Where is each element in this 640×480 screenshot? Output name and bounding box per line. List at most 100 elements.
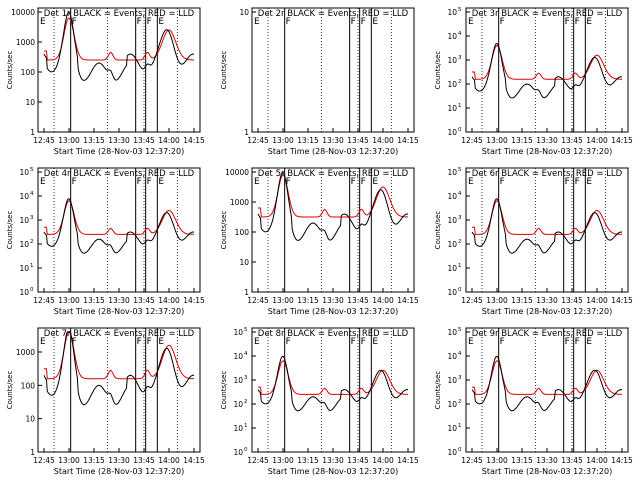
- y-tick-label: 10: [233, 376, 243, 385]
- x-tick-label: 13:30: [322, 136, 344, 145]
- x-tick-label: 13:45: [347, 136, 369, 145]
- y-axis-label: Counts/sec: [220, 211, 228, 250]
- x-tick-label: 13:30: [536, 296, 558, 305]
- y-tick-label: 10: [447, 288, 457, 297]
- series-red-lld: [44, 331, 194, 380]
- series-black-events: [471, 198, 623, 254]
- flag-letter: E: [40, 177, 46, 187]
- y-axis-label: Counts/sec: [6, 51, 14, 90]
- x-tick-label: 14:00: [158, 136, 180, 145]
- y-tick-exponent: 5: [30, 167, 34, 173]
- x-tick-label: 13:15: [83, 296, 105, 305]
- x-tick-label: 13:00: [486, 136, 508, 145]
- y-axis-label: Counts/sec: [434, 371, 442, 410]
- x-tick-label: 13:45: [561, 296, 583, 305]
- y-tick-exponent: 5: [458, 7, 462, 13]
- flag-letter: E: [40, 17, 46, 27]
- flag-letter: F: [286, 17, 291, 27]
- flag-letter: F: [500, 177, 505, 187]
- x-tick-label: 13:00: [58, 136, 80, 145]
- plot-frame: [251, 167, 415, 293]
- x-tick-label: 13:45: [133, 456, 155, 465]
- x-tick-label: 13:30: [322, 296, 344, 305]
- y-axis-label: Counts/sec: [220, 371, 228, 410]
- x-tick-label: 14:15: [611, 456, 633, 465]
- flag-letter: F: [500, 17, 505, 27]
- y-axis-label: Counts/sec: [6, 371, 14, 410]
- y-tick-label: 10: [447, 216, 457, 225]
- y-axis-label: Counts/sec: [220, 51, 228, 90]
- x-tick-label: 13:30: [108, 456, 130, 465]
- x-axis-label: Start Time (28-Nov-03 12:37:20): [268, 307, 398, 316]
- x-tick-label: 13:00: [486, 296, 508, 305]
- flag-letter: E: [468, 337, 474, 347]
- y-tick-exponent: 4: [244, 351, 248, 357]
- y-tick-exponent: 4: [30, 191, 34, 197]
- flag-letter: F: [361, 17, 366, 27]
- x-tick-label: 14:00: [372, 456, 394, 465]
- x-tick-label: 13:00: [58, 296, 80, 305]
- x-tick-label: 14:15: [183, 456, 205, 465]
- flag-letter: F: [351, 177, 356, 187]
- flag-letter: E: [40, 337, 46, 347]
- flag-letter: E: [158, 177, 164, 187]
- y-tick-label: 10: [447, 32, 457, 41]
- series-black-events: [43, 198, 195, 254]
- series-red-lld: [472, 45, 622, 80]
- flag-letter: E: [372, 177, 378, 187]
- x-tick-label: 12:45: [33, 136, 55, 145]
- x-axis-label: Start Time (28-Nov-03 12:37:20): [54, 147, 184, 156]
- y-tick-label: 10: [447, 56, 457, 65]
- y-tick-exponent: 2: [458, 399, 462, 405]
- y-tick-label: 1: [30, 128, 35, 137]
- detector-panel-4: Det 4r BLACK = Events, RED = LLD Start Ti…: [6, 167, 205, 316]
- y-tick-exponent: 4: [458, 31, 462, 37]
- x-tick-label: 14:00: [372, 136, 394, 145]
- x-axis-label: Start Time (28-Nov-03 12:37:20): [54, 467, 184, 476]
- x-tick-label: 13:45: [133, 136, 155, 145]
- series-red-lld: [472, 360, 622, 395]
- panel-title: Det 6r BLACK = Events, RED = LLD: [472, 169, 623, 179]
- y-tick-label: 10: [447, 128, 457, 137]
- y-tick-exponent: 2: [458, 79, 462, 85]
- x-tick-label: 13:30: [536, 456, 558, 465]
- y-tick-exponent: 1: [30, 263, 34, 269]
- flag-letter: E: [372, 337, 378, 347]
- x-tick-label: 12:45: [247, 296, 269, 305]
- flag-letter: F: [500, 337, 505, 347]
- flag-letter: E: [158, 337, 164, 347]
- y-tick-label: 10: [19, 288, 29, 297]
- series-black-events: [471, 355, 623, 412]
- flag-letter: F: [286, 337, 291, 347]
- x-axis-label: Start Time (28-Nov-03 12:37:20): [482, 307, 612, 316]
- x-tick-label: 13:15: [297, 296, 319, 305]
- y-tick-label: 10: [233, 448, 243, 457]
- y-tick-exponent: 0: [458, 447, 462, 453]
- flag-letter: F: [351, 17, 356, 27]
- x-tick-label: 13:15: [297, 456, 319, 465]
- detector-panel-8: Det 8r BLACK = Events, RED = LLD Start Ti…: [220, 327, 419, 476]
- y-tick-exponent: 0: [30, 287, 34, 293]
- flag-letter: E: [372, 17, 378, 27]
- flag-letter: F: [137, 337, 142, 347]
- x-tick-label: 13:00: [272, 296, 294, 305]
- y-tick-label: 1: [30, 448, 35, 457]
- y-tick-label: 100: [21, 381, 36, 390]
- y-tick-exponent: 1: [458, 263, 462, 269]
- x-tick-label: 14:00: [158, 456, 180, 465]
- series-red-lld: [258, 360, 408, 395]
- x-tick-label: 13:45: [133, 296, 155, 305]
- x-tick-label: 13:15: [511, 456, 533, 465]
- x-tick-label: 13:45: [561, 456, 583, 465]
- y-tick-label: 10: [447, 240, 457, 249]
- y-tick-exponent: 1: [458, 423, 462, 429]
- x-tick-label: 12:45: [461, 296, 483, 305]
- flag-letter: F: [575, 17, 580, 27]
- panel-title: Det 7r BLACK = Events, RED = LLD: [44, 329, 195, 339]
- flag-letter: F: [575, 337, 580, 347]
- x-axis-label: Start Time (28-Nov-03 12:37:20): [268, 147, 398, 156]
- x-tick-label: 14:15: [611, 296, 633, 305]
- x-tick-label: 14:15: [397, 296, 419, 305]
- plot-frame: [251, 7, 415, 133]
- flag-letter: F: [575, 177, 580, 187]
